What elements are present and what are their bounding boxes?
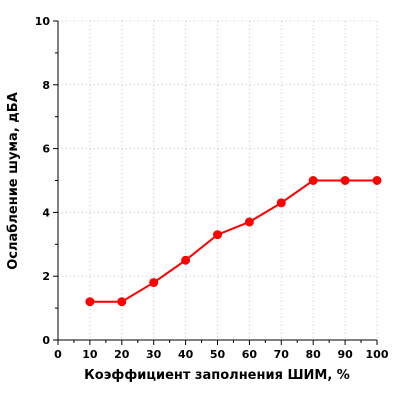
data-point [117, 297, 127, 307]
y-tick-label: 4 [42, 206, 50, 219]
data-point [244, 217, 254, 227]
x-tick-label: 80 [306, 348, 322, 361]
y-tick-label: 10 [35, 15, 51, 28]
y-tick-label: 0 [42, 334, 50, 347]
y-tick-label: 8 [42, 79, 50, 92]
y-tick-label: 2 [42, 270, 50, 283]
data-point [181, 255, 191, 265]
x-tick-label: 40 [178, 348, 194, 361]
x-tick-label: 70 [274, 348, 290, 361]
x-axis-title: Коэффициент заполнения ШИМ, % [84, 368, 350, 383]
data-point [213, 230, 222, 240]
data-point [85, 297, 95, 307]
x-tick-label: 90 [337, 348, 353, 361]
y-tick-label: 6 [42, 143, 50, 156]
data-point [308, 176, 318, 185]
data-point [149, 278, 159, 288]
x-tick-label: 0 [54, 348, 62, 361]
x-tick-label: 100 [366, 348, 389, 361]
data-point [372, 176, 382, 185]
x-tick-label: 10 [82, 348, 98, 361]
x-tick-label: 60 [242, 348, 258, 361]
tick-marks [53, 20, 378, 345]
data-point [340, 176, 350, 185]
data-point [276, 198, 286, 208]
x-tick-label: 50 [210, 348, 226, 361]
tick-labels: 0 10 20 30 40 50 60 70 80 90 100 0 2 4 6 8 10 [35, 15, 389, 361]
x-tick-label: 20 [114, 348, 130, 361]
y-axis-title: Ослабление шума, дБА [6, 92, 21, 270]
series-line [89, 179, 377, 303]
data-series [85, 176, 382, 307]
x-tick-label: 30 [146, 348, 162, 361]
